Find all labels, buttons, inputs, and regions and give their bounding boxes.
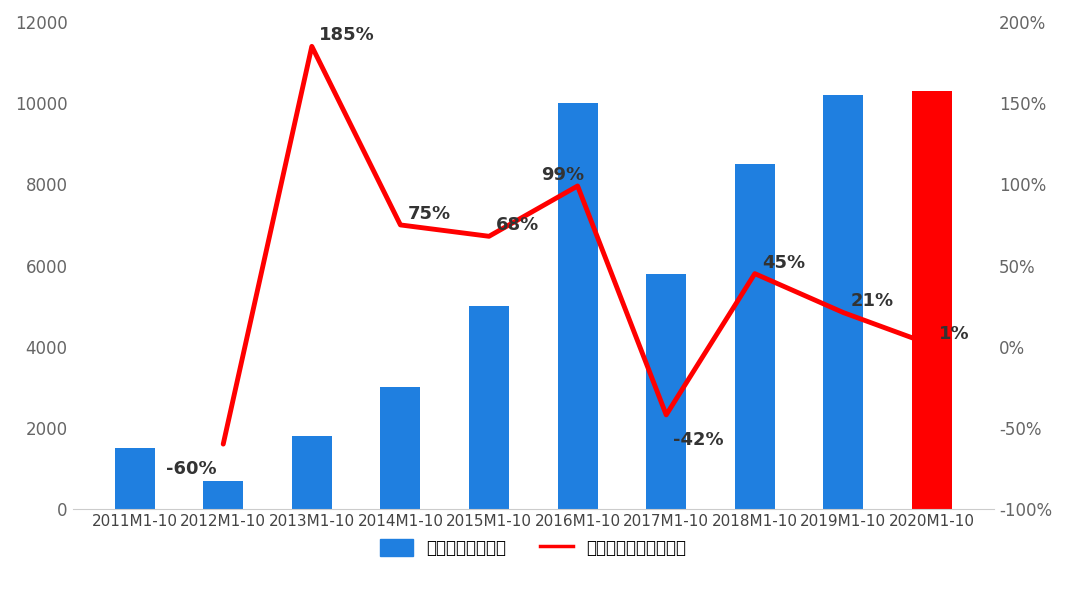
Bar (114, 448, 155, 509)
Bar (735, 164, 775, 509)
Text: 99%: 99% (541, 166, 585, 184)
Bar (381, 387, 420, 509)
Text: 75%: 75% (408, 205, 450, 223)
Text: -42%: -42% (673, 431, 723, 449)
Text: 45%: 45% (762, 254, 805, 271)
Bar (824, 95, 863, 509)
Text: 68%: 68% (496, 216, 539, 234)
Text: 185%: 185% (319, 26, 375, 44)
Text: 21%: 21% (850, 292, 893, 311)
Text: -60%: -60% (165, 460, 217, 478)
Bar (469, 306, 509, 509)
Bar (204, 481, 243, 509)
Bar (558, 103, 598, 509)
Legend: 发债总额（亿元）, 发债总额同比（亿元）: 发债总额（亿元）, 发债总额同比（亿元） (373, 532, 694, 564)
Bar (912, 91, 952, 509)
Text: 1%: 1% (939, 325, 970, 343)
Bar (292, 436, 332, 509)
Bar (647, 274, 686, 509)
